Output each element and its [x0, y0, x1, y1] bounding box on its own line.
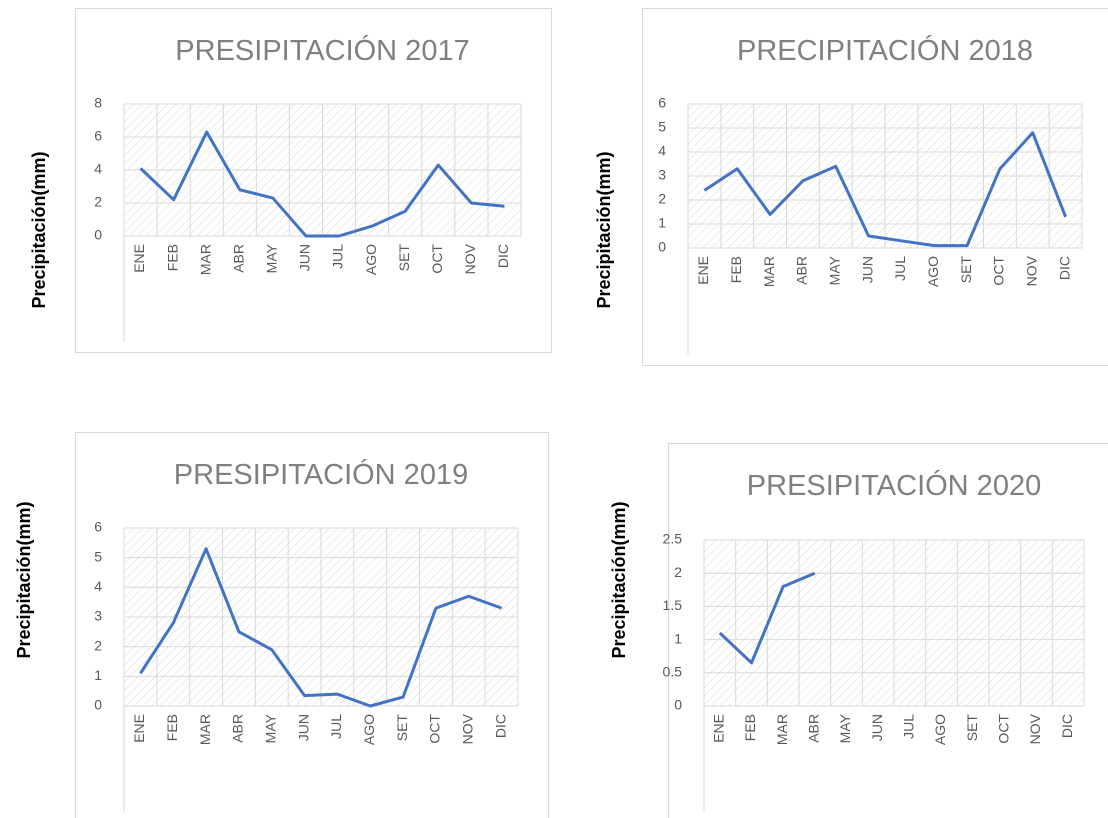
x-tick-label: JUN [297, 244, 313, 271]
x-tick-label: JUL [330, 244, 346, 269]
y-tick-label: 1 [94, 667, 102, 683]
x-tick-label: NOV [1023, 255, 1039, 286]
y-axis-label: Precipitación(mm) [14, 501, 34, 658]
x-tick-label: ABR [230, 244, 246, 273]
x-tick-label: FEB [164, 244, 180, 271]
x-tick-label: MAR [774, 714, 790, 745]
y-axis-label: Precipitación(mm) [29, 151, 49, 308]
x-tick-label: DIC [1059, 714, 1075, 738]
y-tick-label: 0 [674, 697, 682, 713]
x-tick-label: FEB [164, 714, 180, 741]
x-tick-label: NOV [459, 713, 475, 744]
x-tick-label: NOV [462, 243, 478, 274]
x-tick-label: DIC [492, 714, 508, 738]
x-tick-label: MAY [826, 255, 842, 285]
y-tick-label: 6 [94, 519, 102, 535]
y-tick-label: 1 [658, 215, 666, 231]
x-tick-label: MAY [837, 713, 853, 743]
y-tick-label: 5 [94, 548, 102, 564]
y-tick-label: 5 [658, 119, 666, 135]
x-tick-label: ABR [230, 714, 246, 743]
y-tick-label: 2 [94, 194, 102, 210]
x-tick-label: AGO [363, 244, 379, 275]
y-tick-label: 2 [658, 191, 666, 207]
y-tick-label: 0 [658, 239, 666, 255]
x-tick-label: NOV [1027, 713, 1043, 744]
y-tick-label: 2.5 [663, 531, 683, 547]
x-tick-label: FEB [742, 714, 758, 741]
y-tick-label: 4 [658, 143, 666, 159]
y-tick-label: 2 [94, 637, 102, 653]
x-tick-label: MAR [761, 256, 777, 287]
x-tick-label: ENE [131, 244, 147, 273]
x-tick-label: DIC [495, 244, 511, 268]
x-tick-label: JUL [328, 714, 344, 739]
data-line [139, 547, 503, 708]
y-tick-label: 4 [94, 578, 102, 594]
data-line [703, 131, 1067, 248]
y-axis-label: Precipitación(mm) [609, 501, 629, 658]
y-tick-label: 0.5 [663, 664, 683, 680]
x-tick-label: DIC [1056, 256, 1072, 280]
y-tick-label: 1.5 [663, 597, 683, 613]
x-tick-label: JUN [869, 714, 885, 741]
x-tick-label: OCT [991, 256, 1007, 286]
x-tick-label: MAR [197, 244, 213, 275]
x-tick-label: SET [958, 256, 974, 284]
x-tick-label: OCT [427, 714, 443, 744]
x-tick-label: JUL [892, 256, 908, 281]
y-tick-label: 0 [94, 227, 102, 243]
x-tick-label: SET [396, 244, 412, 272]
x-tick-label: SET [964, 714, 980, 742]
y-tick-label: 6 [94, 128, 102, 144]
x-tick-label: ABR [806, 714, 822, 743]
y-tick-label: 6 [658, 95, 666, 111]
y-tick-label: 2 [674, 564, 682, 580]
x-tick-label: OCT [996, 714, 1012, 744]
x-tick-label: ABR [794, 256, 810, 285]
x-tick-label: ENE [711, 714, 727, 743]
data-line [718, 571, 816, 665]
x-tick-label: MAY [264, 243, 280, 273]
chart-title: PRESIPITACIÓN 2019 [174, 458, 468, 491]
chart-title: PRESIPITACIÓN 2020 [747, 469, 1041, 502]
y-tick-label: 0 [94, 697, 102, 713]
x-tick-label: JUL [901, 714, 917, 739]
x-tick-label: JUN [859, 256, 875, 283]
x-tick-label: AGO [361, 714, 377, 745]
x-tick-label: MAY [262, 713, 278, 743]
y-tick-label: 3 [658, 167, 666, 183]
y-tick-label: 3 [94, 608, 102, 624]
x-tick-label: AGO [932, 714, 948, 745]
x-tick-label: AGO [925, 256, 941, 287]
x-tick-label: SET [394, 714, 410, 742]
x-tick-label: JUN [295, 714, 311, 741]
y-tick-label: 1 [674, 630, 682, 646]
x-tick-label: MAR [197, 714, 213, 745]
x-tick-label: FEB [728, 256, 744, 283]
x-tick-label: ENE [131, 714, 147, 743]
data-line [139, 130, 505, 238]
x-tick-label: ENE [695, 256, 711, 285]
x-tick-label: OCT [429, 244, 445, 274]
chart-title: PRESIPITACIÓN 2017 [175, 34, 469, 67]
chart-title: PRECIPITACIÓN 2018 [737, 34, 1033, 67]
y-tick-label: 8 [94, 95, 102, 111]
y-tick-label: 4 [94, 161, 102, 177]
y-axis-label: Precipitación(mm) [594, 151, 614, 308]
